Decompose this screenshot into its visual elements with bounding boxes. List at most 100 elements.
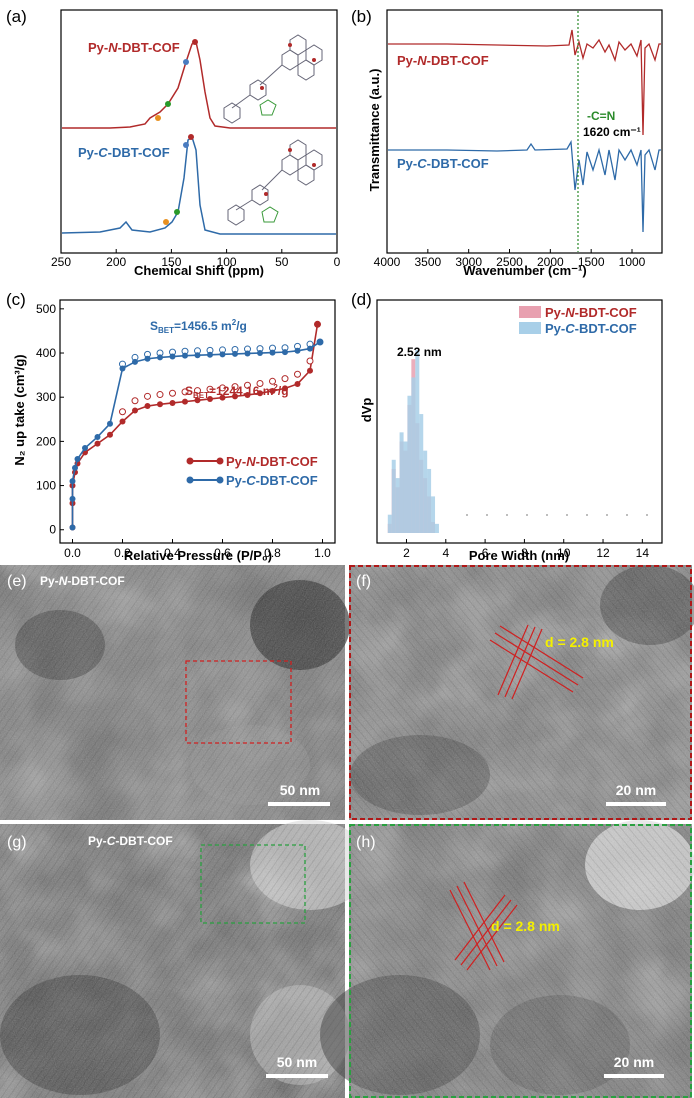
- pore-bar: [427, 468, 432, 533]
- scale-label-h: 20 nm: [614, 1054, 654, 1070]
- panel-g-label: Py-C-DBT-COF: [88, 834, 173, 848]
- adsorption-point: [232, 393, 238, 400]
- scale-label-e: 50 nm: [280, 782, 320, 798]
- adsorption-point: [232, 350, 238, 357]
- panel-a: (a) Py-N-DBT-COF Py-C-DBT-COF: [6, 7, 341, 278]
- x-tick-label: 0.4: [164, 546, 181, 560]
- adsorption-point: [94, 433, 101, 440]
- x-tick-label: 0.0: [64, 546, 81, 560]
- desorption-point: [256, 380, 264, 388]
- zoom-region-box: [185, 660, 292, 744]
- x-tick-label: 10: [557, 546, 571, 560]
- ir-curve-c: [388, 139, 661, 233]
- panel-g-tag: (g): [7, 834, 27, 851]
- d-spacing-lines: [449, 881, 518, 971]
- panel-c: (c) N₂ up take (cm³/g) 0.0 0.2 0.4 0.6 0.8 1.…: [6, 290, 336, 563]
- x-tick-label: 3000: [455, 255, 482, 269]
- panel-c-ylabel: N₂ up take (cm³/g): [12, 354, 27, 465]
- pore-bar: [419, 414, 424, 533]
- adsorption-point: [107, 420, 113, 427]
- adsorption-point: [257, 390, 263, 397]
- adsorption-point: [219, 394, 226, 401]
- panel-a-xticks: 250 200 150 100 50 0: [51, 249, 341, 269]
- annot-bond: -C=N: [587, 109, 615, 123]
- frame-f: [349, 565, 692, 820]
- panel-h-tag: (h): [356, 834, 376, 851]
- adsorption-point: [244, 391, 251, 398]
- scale-bar-f: [606, 802, 666, 806]
- x-tick-label: 0.6: [214, 546, 231, 560]
- nmr-label-c: Py-C-DBT-COF: [78, 145, 170, 160]
- legend-swatch-c: [519, 322, 541, 334]
- peak-dot: [183, 59, 189, 65]
- pore-bar: [395, 478, 400, 533]
- ir-curve-n: [388, 29, 661, 136]
- peak-dot: [165, 101, 171, 107]
- x-tick-label: 4: [442, 546, 449, 560]
- desorption-point: [194, 387, 201, 395]
- adsorption-point: [72, 464, 78, 471]
- adsorption-point: [314, 321, 321, 328]
- peak-label: 2.52 nm: [397, 345, 442, 359]
- panel-b-frame: [386, 9, 663, 254]
- adsorption-point: [207, 351, 213, 358]
- desorption-point: [294, 370, 301, 378]
- adsorption-point: [282, 385, 288, 392]
- isotherm-plot: [69, 320, 324, 531]
- pore-bar: [423, 450, 428, 533]
- x-tick-label: 0.2: [114, 546, 131, 560]
- panel-d-tag: (d): [351, 290, 372, 309]
- x-tick-label: 3500: [414, 255, 441, 269]
- adsorption-point: [169, 353, 176, 360]
- panel-c-frame: [59, 299, 336, 544]
- legend-swatch-n: [519, 306, 541, 318]
- scale-label-g: 50 nm: [277, 1054, 317, 1070]
- x-tick-label: 1000: [619, 255, 646, 269]
- adsorption-point: [282, 349, 288, 356]
- molecule-structure-n: [223, 34, 323, 124]
- peak-dot: [174, 209, 180, 215]
- panel-f-tag: (f): [356, 573, 371, 590]
- molecule-structure-c: [227, 139, 323, 226]
- adsorption-point: [69, 524, 76, 531]
- desorption-point: [244, 381, 251, 389]
- x-tick-label: 12: [596, 546, 610, 560]
- adsorption-point: [194, 397, 201, 404]
- panel-b-ylabel: Transmittance (a.u.): [367, 69, 382, 192]
- legend-label-n: Py-N-BDT-COF: [545, 305, 637, 320]
- scale-bar-h: [604, 1074, 664, 1078]
- adsorption-point: [82, 445, 88, 452]
- tem-image-g: (g) Py-C-DBT-COF 50 nm: [0, 820, 370, 1098]
- scale-bar-e: [268, 802, 330, 806]
- d-spacing-lines: [489, 624, 584, 700]
- adsorption-point: [257, 350, 263, 357]
- nmr-label-n: Py-N-DBT-COF: [88, 40, 180, 55]
- panel-c-yticks: 0 100 200 300 400 500: [36, 302, 64, 537]
- panel-e-label: Py-N-DBT-COF: [40, 574, 125, 588]
- adsorption-point: [269, 388, 276, 395]
- adsorption-point: [307, 367, 313, 374]
- peak-dot: [192, 39, 198, 45]
- x-tick-label: 2: [403, 546, 410, 560]
- panel-c-xticks: 0.0 0.2 0.4 0.6 0.8 1.0: [64, 539, 331, 560]
- trailing-dots: [466, 514, 648, 516]
- pore-bar: [411, 377, 416, 533]
- desorption-point: [219, 384, 226, 392]
- panel-b-tag: (b): [351, 7, 372, 26]
- tem-image-e: (e) Py-N-DBT-COF 50 nm: [0, 565, 350, 820]
- adsorption-point: [194, 352, 201, 359]
- ir-label-c: Py-C-DBT-COF: [397, 156, 489, 171]
- d-spacing-label-h: d = 2.8 nm: [491, 918, 560, 934]
- atom-dot: [288, 148, 292, 152]
- panel-c-tag: (c): [6, 290, 26, 309]
- x-tick-label: 8: [521, 546, 528, 560]
- panel-d-frame: [376, 299, 663, 544]
- x-tick-label: 2500: [496, 255, 523, 269]
- ir-label-n: Py-N-DBT-COF: [397, 53, 489, 68]
- adsorption-point: [307, 345, 313, 352]
- pore-bar: [403, 441, 408, 533]
- panel-b-xticks: 4000 3500 3000 2500 2000 1500 1000: [374, 249, 646, 269]
- panel-a-xlabel: Chemical Shift (ppm): [134, 263, 264, 278]
- d-spacing-label-f: d = 2.8 nm: [545, 634, 614, 650]
- legend: Py-N-DBT-COF Py-C-DBT-COF: [186, 454, 318, 488]
